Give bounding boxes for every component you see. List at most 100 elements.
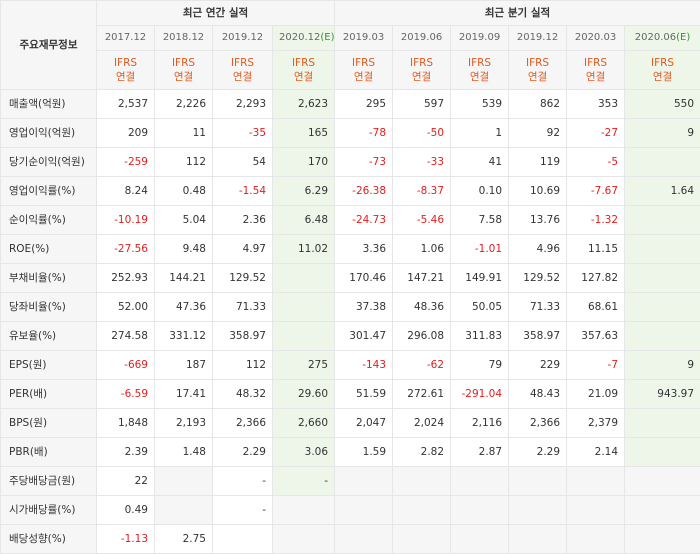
table-cell: -5 xyxy=(567,148,625,177)
period-header: 2017.12 xyxy=(97,26,155,51)
table-cell xyxy=(451,525,509,554)
consolidated-label: 연결 xyxy=(515,70,560,84)
table-cell: 21.09 xyxy=(567,380,625,409)
table-cell: -6.59 xyxy=(97,380,155,409)
table-cell: 331.12 xyxy=(155,322,213,351)
table-cell: 2.82 xyxy=(393,438,451,467)
consolidated-label: 연결 xyxy=(219,70,266,84)
row-label: 당기순이익(억원) xyxy=(1,148,97,177)
period-label: 2020.03 xyxy=(575,32,616,43)
table-cell: 2,379 xyxy=(567,409,625,438)
table-cell: 539 xyxy=(451,90,509,119)
period-header: 2019.09 xyxy=(451,26,509,51)
table-cell xyxy=(625,293,700,322)
row-label: 매출액(억원) xyxy=(1,90,97,119)
table-cell: 41 xyxy=(451,148,509,177)
table-cell: 50.05 xyxy=(451,293,509,322)
row-label: EPS(원) xyxy=(1,351,97,380)
period-label: 2019.09 xyxy=(459,32,500,43)
table-cell: 550 xyxy=(625,90,700,119)
table-cell: 272.61 xyxy=(393,380,451,409)
consolidated-label: 연결 xyxy=(631,70,694,84)
table-cell xyxy=(335,525,393,554)
ifrs-label: IFRS xyxy=(161,56,206,70)
table-cell xyxy=(625,409,700,438)
table-row: 주당배당금(원)22-- xyxy=(1,467,700,496)
table-cell: 2.29 xyxy=(509,438,567,467)
table-cell xyxy=(625,322,700,351)
table-cell: -33 xyxy=(393,148,451,177)
table-cell: 147.21 xyxy=(393,264,451,293)
table-cell: 22 xyxy=(97,467,155,496)
table-cell: -73 xyxy=(335,148,393,177)
table-cell: -8.37 xyxy=(393,177,451,206)
table-cell: -27.56 xyxy=(97,235,155,264)
row-label: BPS(원) xyxy=(1,409,97,438)
consolidated-label: 연결 xyxy=(457,70,502,84)
table-cell: -291.04 xyxy=(451,380,509,409)
table-cell: 1.64 xyxy=(625,177,700,206)
table-cell: 11.02 xyxy=(273,235,335,264)
table-cell: 3.36 xyxy=(335,235,393,264)
table-cell: 2.36 xyxy=(213,206,273,235)
table-cell: 2,537 xyxy=(97,90,155,119)
period-label: 2020.12 xyxy=(279,32,320,43)
table-cell xyxy=(273,264,335,293)
table-cell: 1.48 xyxy=(155,438,213,467)
table-cell: -50 xyxy=(393,119,451,148)
table-cell: -259 xyxy=(97,148,155,177)
table-cell: 187 xyxy=(155,351,213,380)
table-cell: -143 xyxy=(335,351,393,380)
consolidated-label: 연결 xyxy=(573,70,618,84)
period-header: 2019.03 xyxy=(335,26,393,51)
table-cell: 1 xyxy=(451,119,509,148)
table-cell: 2.87 xyxy=(451,438,509,467)
table-cell xyxy=(335,467,393,496)
ifrs-label: IFRS xyxy=(573,56,618,70)
period-label: 2019.06 xyxy=(401,32,442,43)
table-cell: -24.73 xyxy=(335,206,393,235)
row-label: 영업이익(억원) xyxy=(1,119,97,148)
table-cell: 2,047 xyxy=(335,409,393,438)
ifrs-label: IFRS xyxy=(631,56,694,70)
ifrs-label: IFRS xyxy=(341,56,386,70)
table-cell xyxy=(625,438,700,467)
table-cell: 51.59 xyxy=(335,380,393,409)
table-cell xyxy=(393,496,451,525)
table-cell: 129.52 xyxy=(213,264,273,293)
period-header: 2020.03 xyxy=(567,26,625,51)
period-label: 2020.06 xyxy=(635,32,676,43)
table-cell: - xyxy=(213,467,273,496)
period-label: 2019.03 xyxy=(343,32,384,43)
table-cell: -1.32 xyxy=(567,206,625,235)
table-cell xyxy=(335,496,393,525)
table-cell: 119 xyxy=(509,148,567,177)
period-label: 2019.12 xyxy=(517,32,558,43)
table-cell: 311.83 xyxy=(451,322,509,351)
table-cell: 48.36 xyxy=(393,293,451,322)
table-cell: 165 xyxy=(273,119,335,148)
table-cell xyxy=(393,525,451,554)
table-cell: -7 xyxy=(567,351,625,380)
table-cell xyxy=(567,467,625,496)
table-cell: 358.97 xyxy=(509,322,567,351)
table-cell: 597 xyxy=(393,90,451,119)
table-cell: 37.38 xyxy=(335,293,393,322)
table-cell: -1.13 xyxy=(97,525,155,554)
estimate-mark: (E) xyxy=(320,32,334,43)
table-cell: 11 xyxy=(155,119,213,148)
table-cell: 274.58 xyxy=(97,322,155,351)
table-cell: 52.00 xyxy=(97,293,155,322)
table-cell xyxy=(273,496,335,525)
table-cell: 301.47 xyxy=(335,322,393,351)
